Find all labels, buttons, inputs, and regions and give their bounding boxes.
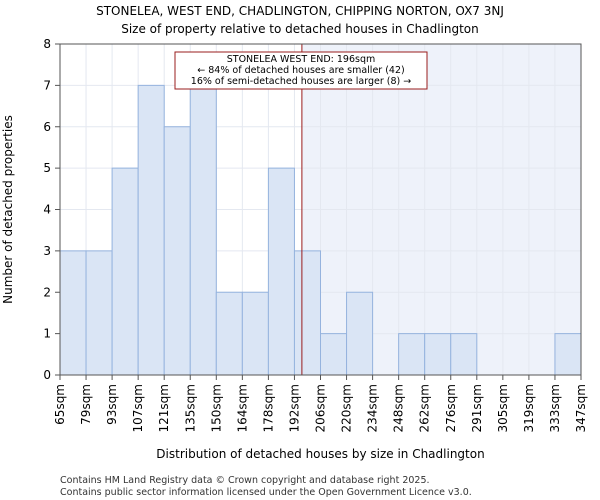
bar — [241, 291, 269, 376]
bar — [554, 333, 582, 376]
annotation-line-1: STONELEA WEST END: 196sqm — [227, 54, 376, 65]
bar — [267, 167, 295, 376]
y-tick-label: 3 — [43, 244, 51, 258]
bar — [320, 333, 348, 376]
y-axis-label: Number of detached properties — [1, 115, 15, 304]
y-tick-label: 4 — [43, 203, 51, 217]
chart-title: STONELEA, WEST END, CHADLINGTON, CHIPPIN… — [96, 4, 504, 18]
footer-line-2: Contains public sector information licen… — [60, 487, 472, 498]
bar — [398, 333, 426, 376]
y-tick-label: 8 — [43, 37, 51, 51]
bar — [293, 250, 322, 376]
x-tick-label: 319sqm — [522, 384, 536, 432]
x-tick-label: 347sqm — [574, 384, 588, 432]
bars — [59, 84, 582, 376]
x-tick-label: 333sqm — [548, 384, 562, 432]
bar — [346, 291, 374, 376]
x-tick-label: 93sqm — [105, 384, 119, 425]
bar — [424, 333, 452, 376]
plot-frame — [59, 43, 582, 376]
x-axis-label: Distribution of detached houses by size … — [156, 447, 484, 461]
x-tick-label: 79sqm — [79, 384, 93, 425]
y-axis-ticks: 0 1 2 3 4 5 6 7 8 — [43, 37, 60, 382]
x-tick-label: 192sqm — [287, 384, 301, 432]
x-tick-label: 248sqm — [392, 384, 406, 432]
bar — [163, 126, 191, 376]
bar — [59, 250, 87, 376]
y-tick-label: 6 — [43, 120, 51, 134]
bar — [215, 291, 243, 376]
y-tick-label: 1 — [43, 327, 51, 341]
bar — [189, 84, 217, 376]
footer-line-1: Contains HM Land Registry data © Crown c… — [60, 475, 430, 486]
x-tick-label: 65sqm — [53, 384, 67, 425]
annotation-line-2: ← 84% of detached houses are smaller (42… — [197, 65, 404, 76]
x-tick-label: 107sqm — [131, 384, 145, 432]
annotation-box: STONELEA WEST END: 196sqm ← 84% of detac… — [174, 51, 428, 90]
annotation-frame — [174, 51, 428, 90]
y-tick-label: 2 — [43, 285, 51, 299]
annotation-line-3: 16% of semi-detached houses are larger (… — [191, 76, 411, 87]
x-tick-label: 121sqm — [157, 384, 171, 432]
x-tick-label: 135sqm — [183, 384, 197, 432]
chart-subtitle: Size of property relative to detached ho… — [121, 22, 479, 36]
bar — [111, 167, 139, 376]
x-tick-label: 276sqm — [444, 384, 458, 432]
x-tick-label: 262sqm — [418, 384, 432, 432]
bar — [85, 250, 113, 376]
x-tick-label: 178sqm — [261, 384, 275, 432]
x-tick-label: 206sqm — [314, 384, 328, 432]
x-tick-label: 150sqm — [209, 384, 223, 432]
y-tick-label: 7 — [43, 78, 51, 92]
x-tick-label: 291sqm — [470, 384, 484, 432]
y-tick-label: 5 — [43, 161, 51, 175]
y-tick-label: 0 — [43, 368, 51, 382]
x-tick-label: 164sqm — [235, 384, 249, 432]
x-tick-label: 220sqm — [340, 384, 354, 432]
bar — [450, 333, 478, 376]
x-tick-label: 234sqm — [366, 384, 380, 432]
x-axis-ticks: 65sqm 79sqm 93sqm 107sqm 121sqm 135sqm 150sqm 1… — [53, 375, 588, 432]
x-tick-label: 305sqm — [496, 384, 510, 432]
bar — [137, 84, 165, 376]
